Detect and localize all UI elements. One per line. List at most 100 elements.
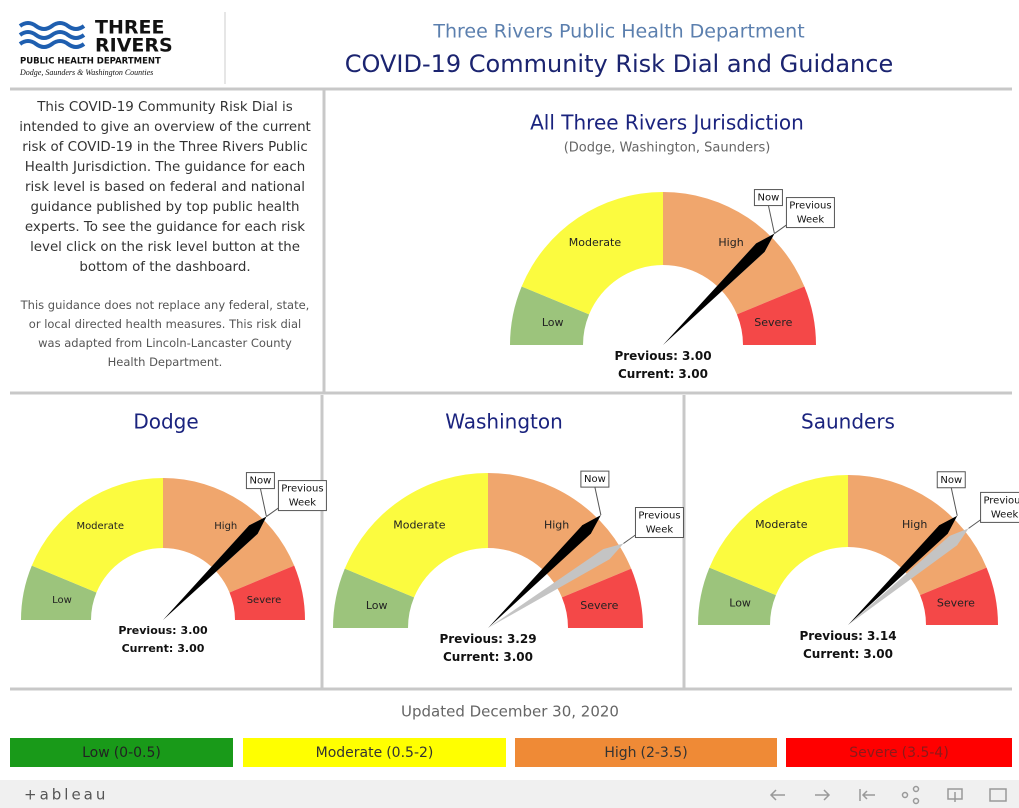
dial-current-label: Current: 3.00	[803, 647, 893, 661]
needle	[488, 515, 601, 628]
level-range: (3.5-4)	[902, 745, 949, 761]
callout-previous: Week	[289, 498, 317, 509]
callout-leader	[594, 487, 602, 516]
segment-label: Low	[542, 316, 564, 329]
dial-segment	[31, 478, 163, 593]
callout-box	[980, 491, 1019, 523]
dial-segment	[333, 568, 415, 628]
label: Current:	[803, 647, 859, 661]
level-range: (2-3.5)	[641, 745, 688, 761]
level-range: (0-0.5)	[114, 745, 161, 761]
callout-now: Now	[940, 475, 962, 486]
intro-text: This COVID-19 Community Risk Dial is int…	[19, 100, 311, 275]
label: Previous:	[614, 349, 678, 363]
toolbar-icons[interactable]	[769, 785, 1007, 805]
dial-current-label: Current: 3.00	[122, 642, 205, 655]
dial-current-label: Current: 3.00	[443, 650, 533, 664]
org-name: Three Rivers Public Health Department	[432, 21, 804, 43]
label: Previous:	[799, 629, 863, 643]
needle	[848, 528, 969, 625]
segment-label: Moderate	[76, 521, 124, 532]
label: Current:	[122, 642, 174, 655]
dial-current-label: Current: 3.00	[618, 367, 708, 381]
risk-button-label: Low (0-0.5)	[82, 745, 161, 761]
dial-segment	[663, 192, 805, 315]
value: 3.00	[863, 647, 893, 661]
dial-title: Saunders	[801, 410, 895, 434]
label: Previous:	[439, 632, 503, 646]
segment-label: Severe	[580, 599, 618, 612]
risk-button[interactable]	[515, 738, 777, 767]
label: Current:	[618, 367, 674, 381]
dial-segment	[229, 565, 305, 620]
segment-label: Low	[729, 597, 751, 610]
logo: THREE RIVERS PUBLIC HEALTH DEPARTMENT Do…	[18, 17, 173, 77]
segment-label: High	[544, 518, 569, 531]
logo-line: Dodge, Saunders & Washington Counties	[19, 68, 153, 77]
logo-line: THREE	[95, 17, 164, 39]
dial-previous-label: Previous: 3.00	[614, 349, 711, 363]
dial-segment	[163, 478, 295, 593]
callout-previous: Previous	[983, 495, 1019, 506]
dial-previous-label: Previous: 3.29	[439, 632, 536, 646]
dial-previous-label: Previous: 3.14	[799, 629, 896, 643]
callout-previous: Week	[991, 509, 1019, 520]
value: 3.00	[678, 367, 708, 381]
dial-segment	[709, 475, 848, 596]
needle	[163, 516, 267, 620]
callout-box	[753, 189, 783, 207]
callout-previous: Week	[797, 215, 825, 226]
risk-button[interactable]	[10, 738, 233, 767]
callout-previous: Previous	[789, 201, 831, 212]
callout-box	[634, 507, 684, 539]
callout-box	[580, 470, 610, 488]
label: Current:	[443, 650, 499, 664]
risk-button[interactable]	[243, 738, 506, 767]
segment-label: Severe	[937, 597, 975, 610]
level-name: High	[604, 745, 636, 761]
callout-now: Now	[758, 193, 780, 204]
risk-button[interactable]	[786, 738, 1012, 767]
segment-label: Moderate	[569, 236, 622, 249]
dial-segment	[510, 286, 590, 345]
dial-segment	[561, 568, 643, 628]
segment-label: High	[214, 521, 237, 532]
level-name: Severe	[849, 745, 897, 761]
updated: Updated December 30, 2020	[401, 703, 619, 721]
callout-box	[785, 197, 835, 229]
dial-segment	[698, 567, 776, 625]
dial-title: Washington	[445, 410, 563, 434]
callout-leader	[259, 488, 267, 517]
segment-label: High	[902, 518, 927, 531]
callout-box	[245, 472, 275, 490]
dial-subtitle: (Dodge, Washington, Saunders)	[564, 141, 771, 156]
dial-title: Dodge	[133, 410, 198, 434]
page-title: COVID-19 Community Risk Dial and Guidanc…	[345, 50, 893, 78]
dial-previous-label: Previous: 3.00	[118, 624, 208, 637]
dial-segment	[344, 473, 488, 598]
segment-label: High	[718, 236, 743, 249]
level-range: (0.5-2)	[386, 745, 433, 761]
logo-line: PUBLIC HEALTH DEPARTMENT	[20, 57, 161, 67]
value: 3.00	[503, 650, 533, 664]
level-name: Low	[82, 745, 110, 761]
label: Previous:	[118, 624, 176, 637]
segment-label: Moderate	[755, 518, 808, 531]
dial-segment	[736, 286, 816, 345]
dial-segment	[21, 565, 97, 620]
panel-borders	[10, 87, 1012, 691]
segment-label: Low	[366, 599, 388, 612]
callout-now: Now	[250, 476, 272, 487]
value: 3.29	[507, 632, 537, 646]
dial-segment	[521, 192, 663, 315]
logo-line: RIVERS	[95, 35, 173, 57]
segment-label: Severe	[247, 595, 282, 606]
segment-label: Severe	[754, 316, 792, 329]
risk-button-label: High (2-3.5)	[604, 745, 687, 761]
brand: +ableau	[24, 786, 108, 804]
value: 3.00	[181, 624, 208, 637]
needle	[488, 543, 624, 628]
level-name: Moderate	[316, 745, 383, 761]
callout-previous: Previous	[281, 484, 323, 495]
